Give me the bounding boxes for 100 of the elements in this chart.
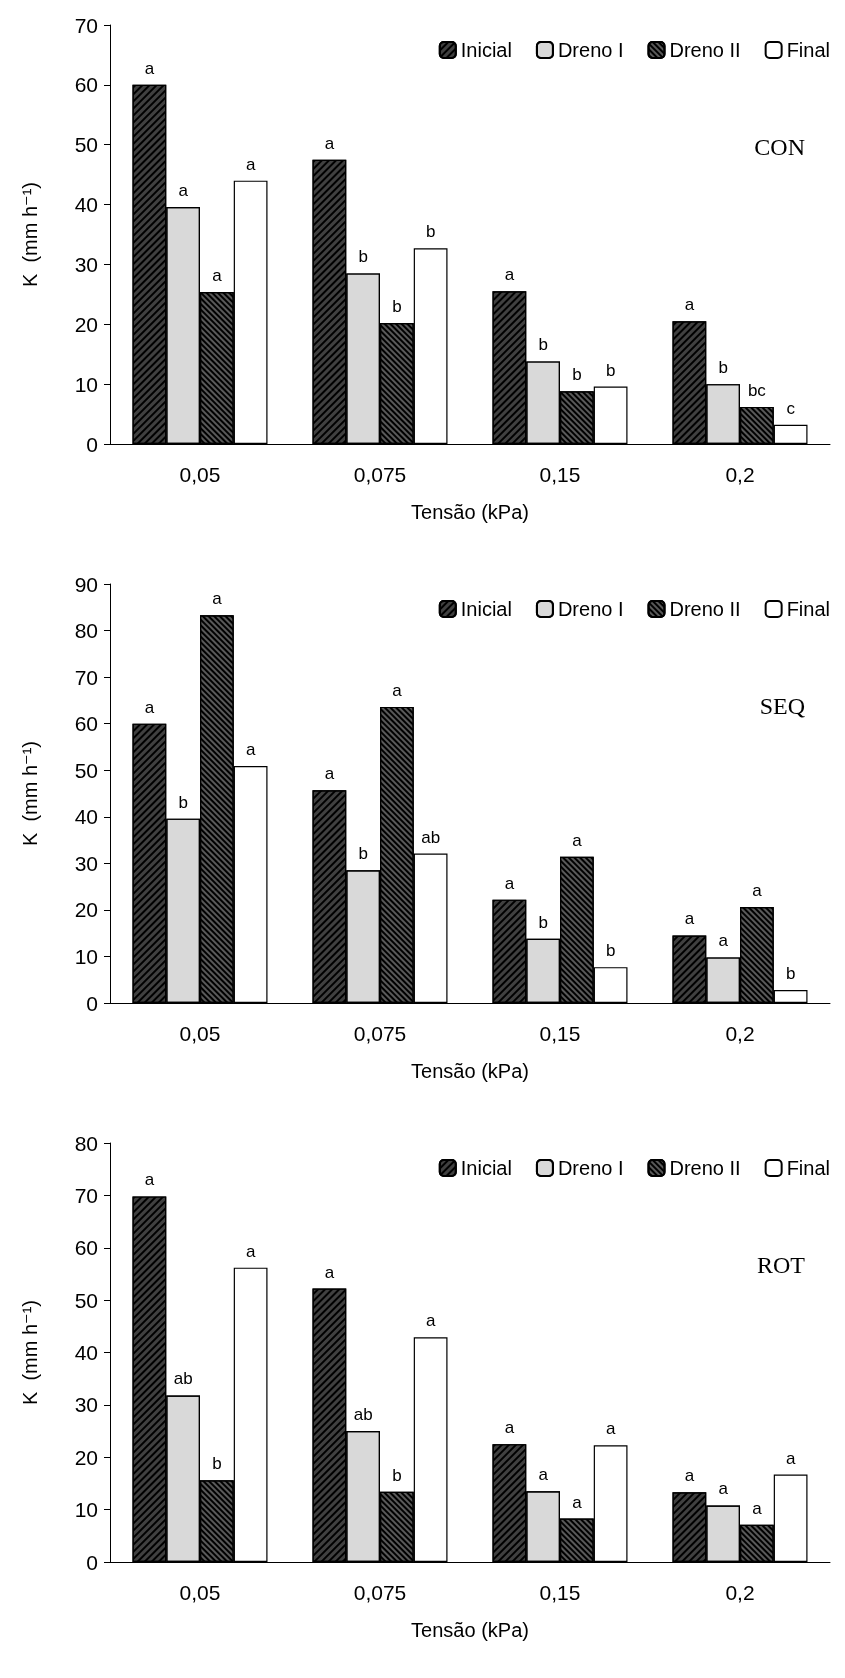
data-label: ab (173, 1369, 193, 1389)
data-label: a (245, 154, 256, 174)
y-tick-label: 50 (74, 1288, 98, 1312)
legend-label: Inicial (460, 39, 512, 61)
x-tick-label: 0,2 (725, 463, 755, 486)
data-label: b (605, 941, 616, 961)
data-label: b (212, 1454, 222, 1474)
x-tick-label: 0,05 (179, 463, 221, 486)
y-tick-label: 70 (74, 13, 98, 37)
y-tick-label: 0 (86, 991, 98, 1015)
data-label: a (324, 133, 335, 153)
y-tick-label: 50 (74, 133, 98, 157)
legend-label: Final (786, 39, 831, 61)
x-tick-label: 0,05 (179, 1022, 221, 1045)
data-label: b (572, 365, 582, 385)
y-tick-label: 70 (74, 665, 98, 689)
y-tick-label: 20 (74, 1445, 98, 1469)
data-label: a (212, 265, 223, 285)
legend-label: Final (786, 598, 831, 620)
legend-label: Inicial (460, 598, 512, 620)
legend-label: Dreno II (669, 1157, 741, 1179)
data-label: a (718, 1479, 729, 1499)
annotation: CON (754, 134, 805, 160)
data-label: ab (421, 827, 441, 847)
data-label: a (605, 1419, 616, 1439)
y-tick-label: 30 (74, 851, 98, 875)
legend-label: Dreno I (557, 39, 624, 61)
data-label: a (178, 180, 189, 200)
data-label: a (245, 1241, 256, 1261)
data-label: a (752, 1498, 763, 1518)
data-label: a (425, 1311, 436, 1331)
data-label: b (718, 358, 728, 378)
data-label: a (684, 909, 695, 929)
x-tick-label: 0,15 (539, 1022, 581, 1045)
x-tick-label: 0,2 (725, 1022, 755, 1045)
data-label: a (785, 1448, 796, 1468)
data-label: a (144, 1170, 155, 1190)
legend-label: Dreno II (669, 598, 741, 620)
y-tick-label: 10 (74, 944, 98, 968)
x-tick-label: 0,05 (179, 1581, 221, 1604)
y-tick-label: 30 (74, 252, 98, 276)
data-label: b (392, 1465, 402, 1485)
x-axis-title: Tensão (kPa) (411, 501, 529, 523)
y-axis-title: K (mm h⁻¹) (19, 182, 41, 287)
data-label: a (504, 265, 515, 285)
data-label: b (538, 335, 548, 355)
legend-label: Final (786, 1157, 831, 1179)
y-tick-label: 0 (86, 1550, 98, 1574)
y-tick-label: 90 (74, 572, 98, 596)
x-tick-label: 0,075 (353, 1581, 407, 1604)
data-label: a (504, 1418, 515, 1438)
y-tick-label: 40 (74, 805, 98, 829)
data-label: a (572, 1492, 583, 1512)
x-axis-title: Tensão (kPa) (411, 1060, 529, 1082)
data-label: a (392, 680, 403, 700)
y-tick-label: 20 (74, 898, 98, 922)
legend-label: Dreno I (557, 1157, 624, 1179)
x-tick-label: 0,075 (353, 463, 407, 486)
x-axis-title: Tensão (kPa) (411, 1619, 529, 1641)
data-label: a (324, 764, 335, 784)
y-tick-label: 40 (74, 1341, 98, 1364)
data-label: b (358, 247, 368, 267)
data-label: a (245, 740, 256, 760)
legend-label: Dreno II (669, 39, 741, 61)
y-tick-label: 50 (74, 758, 98, 782)
data-label: a (538, 1465, 549, 1485)
data-label: a (212, 589, 223, 609)
x-tick-label: 0,2 (725, 1581, 755, 1604)
data-label: b (538, 912, 548, 932)
y-tick-label: 10 (74, 1498, 98, 1522)
data-label: a (572, 830, 583, 850)
data-label: a (144, 697, 155, 717)
y-tick-label: 40 (74, 193, 98, 217)
data-label: bc (747, 380, 767, 400)
data-label: b (425, 222, 436, 242)
data-label: b (392, 297, 402, 317)
x-tick-label: 0,15 (539, 463, 581, 486)
annotation: ROT (757, 1252, 806, 1278)
legend-label: Inicial (460, 1157, 512, 1179)
y-axis-title: K (mm h⁻¹) (19, 741, 41, 846)
data-label: a (324, 1262, 335, 1282)
data-label: b (605, 360, 616, 380)
data-label: a (684, 1466, 695, 1486)
y-tick-label: 30 (74, 1393, 98, 1417)
data-label: ab (353, 1405, 373, 1425)
data-label: a (144, 58, 155, 78)
data-label: a (504, 873, 515, 893)
data-label: a (752, 881, 763, 901)
x-tick-label: 0,075 (353, 1022, 407, 1045)
y-tick-label: 0 (86, 432, 98, 456)
data-label: b (358, 844, 368, 864)
data-label: b (785, 963, 796, 983)
data-label: a (684, 295, 695, 315)
y-tick-label: 80 (74, 619, 98, 643)
data-label: b (178, 792, 188, 812)
y-axis-title: K (mm h⁻¹) (19, 1300, 41, 1405)
y-tick-label: 60 (74, 1236, 98, 1260)
y-tick-label: 70 (74, 1183, 98, 1207)
legend-label: Dreno I (557, 598, 624, 620)
y-tick-label: 20 (74, 312, 98, 336)
